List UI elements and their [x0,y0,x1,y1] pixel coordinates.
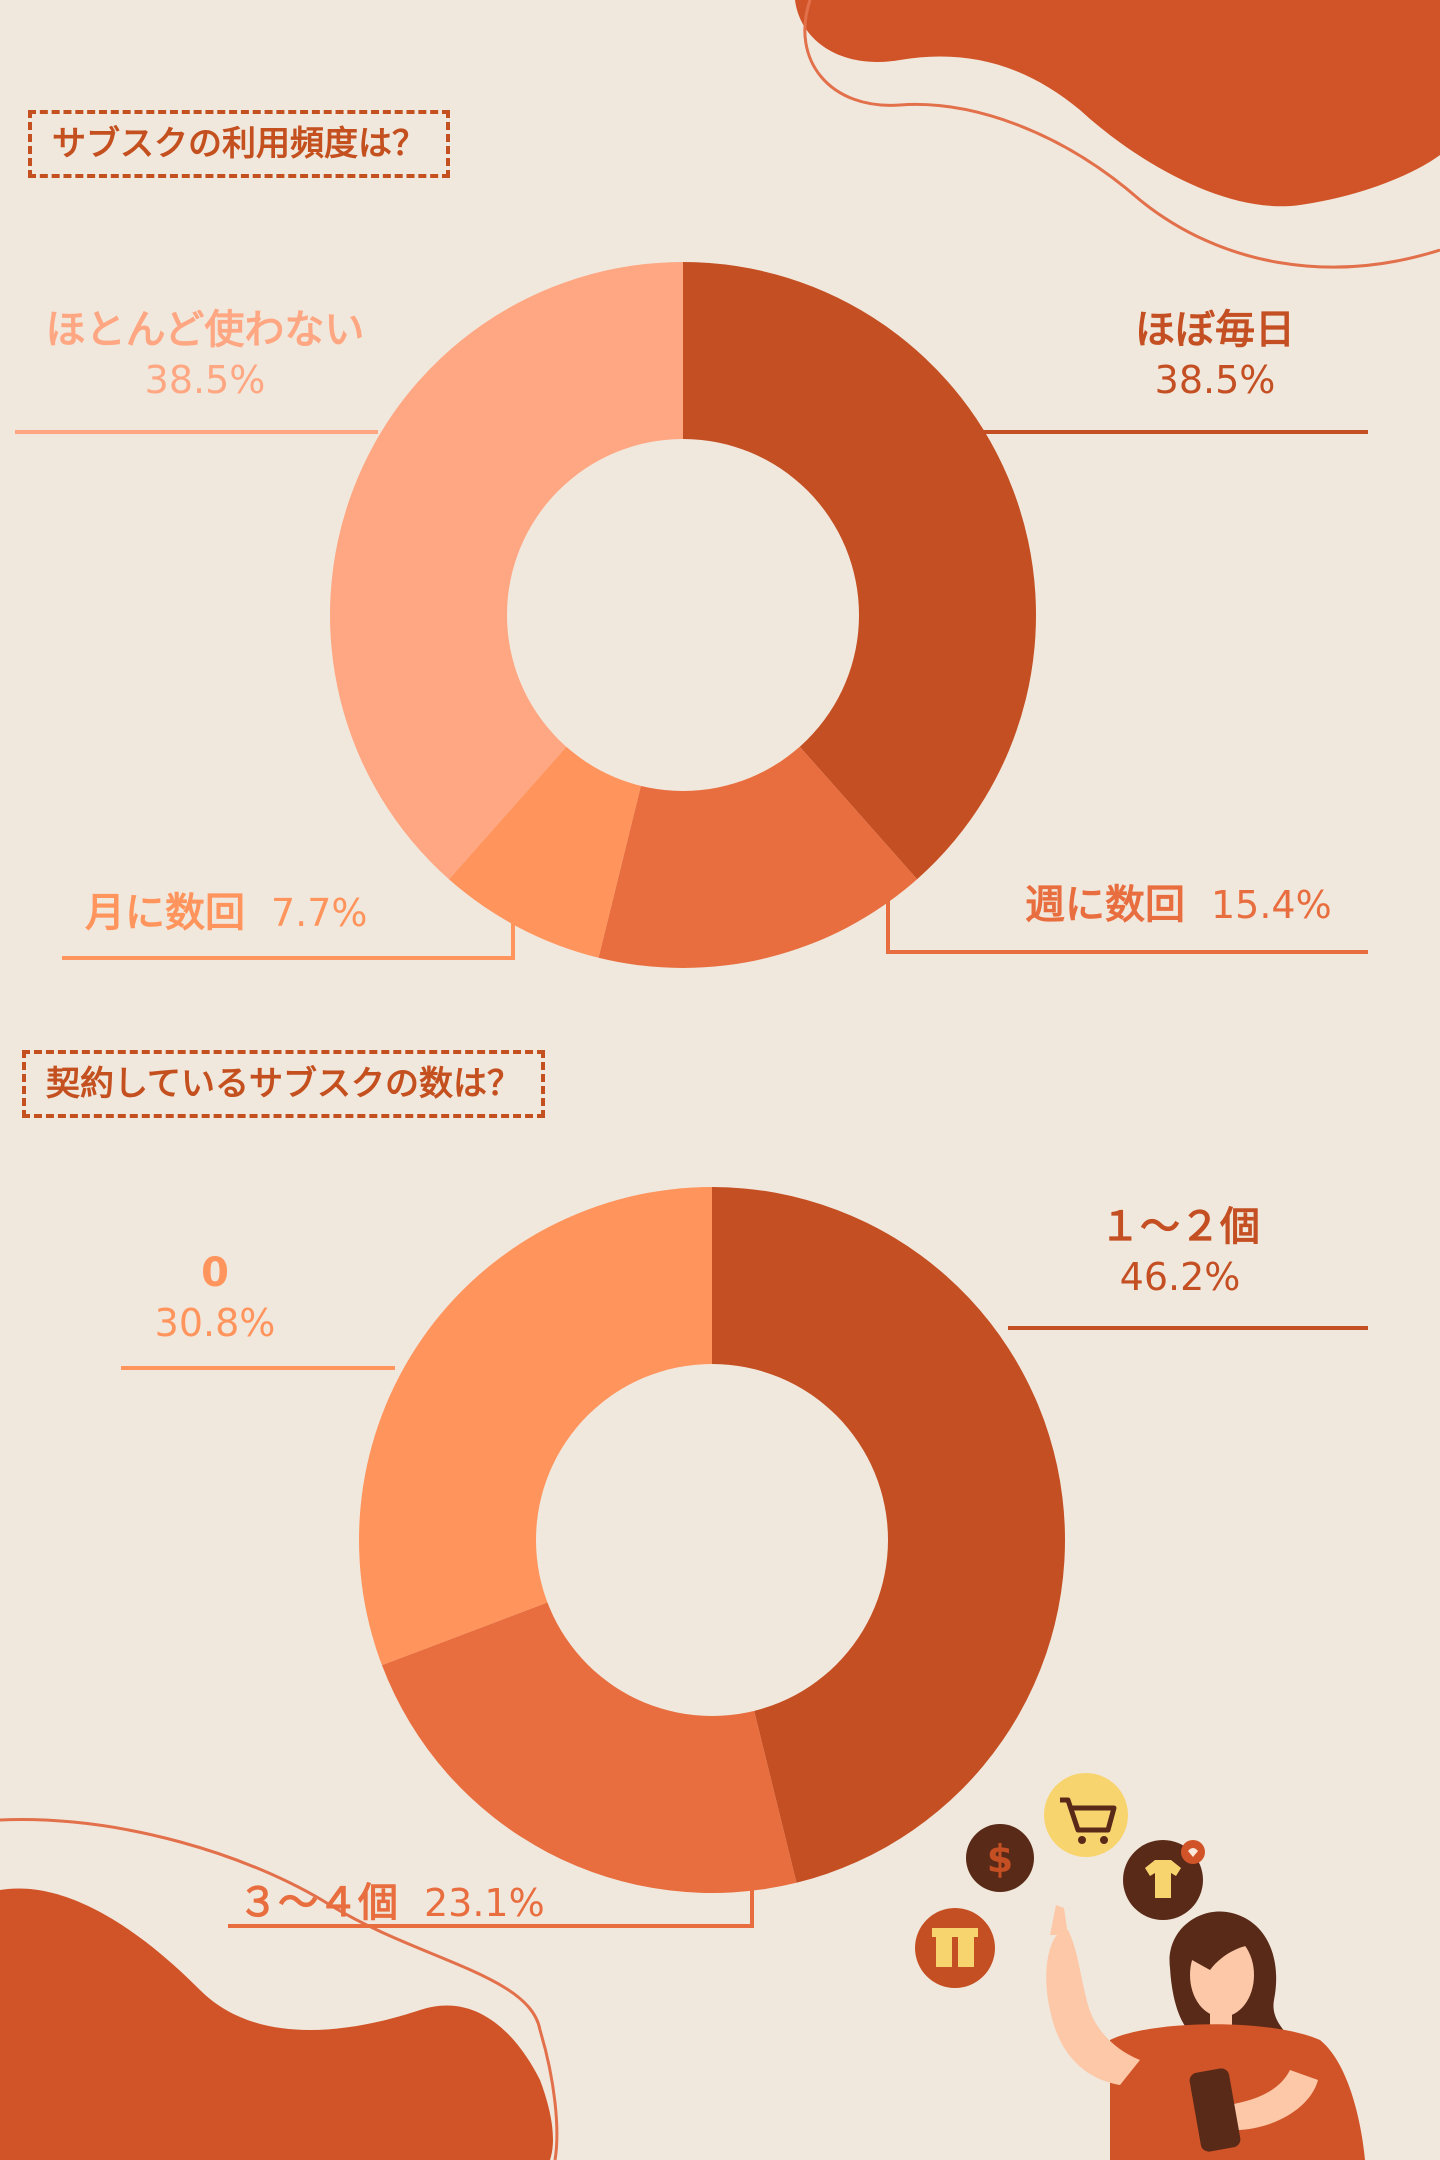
label-daily: ほぼ毎日 38.5% [1065,305,1365,405]
label-weekly-pct: 15.4% [1211,883,1332,927]
illustration: $ [915,1773,1365,2160]
svg-text:$: $ [987,1837,1013,1881]
label-weekly-name: 週に数回 [1025,882,1185,928]
label-3-4-name: ３～４個 [238,1880,398,1926]
gift-icon [915,1908,995,1988]
label-monthly-pct: 7.7% [271,891,368,935]
label-monthly: 月に数回 7.7% [85,888,368,938]
label-rarely: ほとんど使わない 38.5% [20,305,390,405]
label-daily-name: ほぼ毎日 [1135,307,1295,353]
donut-hole [536,1364,888,1716]
label-1-2-name: １～２個 [1100,1204,1260,1250]
shopping-cart-icon [1044,1773,1128,1857]
label-1-2: １～２個 46.2% [1055,1202,1305,1302]
bottom-left-blob [0,1888,553,2160]
dollar-coin-icon: $ [966,1824,1034,1892]
label-rarely-name: ほとんど使わない [45,307,365,353]
label-zero-pct: 30.8% [154,1301,276,1345]
donut-hole [507,439,859,791]
label-3-4: ３～４個 23.1% [238,1878,545,1928]
label-1-2-pct: 46.2% [1119,1255,1241,1299]
label-daily-pct: 38.5% [1154,358,1276,402]
label-rarely-pct: 38.5% [144,358,266,402]
person-illustration [1046,1905,1365,2160]
donut-slice-3 [330,262,683,880]
label-3-4-pct: 23.1% [424,1881,545,1925]
leader-line-weekly [886,882,1368,954]
leader-line-monthly [62,918,515,960]
bottom-left-curve-line [0,1818,559,2160]
top-right-curve-line [803,0,1440,269]
leader-line-3-4 [228,1868,754,1928]
subscription-count-donut-chart [359,1187,1065,1893]
tshirt-heart-icon [1123,1840,1205,1920]
usage-frequency-donut-chart [330,262,1036,968]
label-monthly-name: 月に数回 [85,890,245,936]
section-title-count: 契約しているサブスクの数は？ [22,1050,545,1118]
donut-slice-0 [712,1187,1065,1883]
label-zero: 0 30.8% [115,1248,315,1348]
label-weekly: 週に数回 15.4% [1025,880,1332,930]
label-zero-name: 0 [201,1250,229,1296]
donut-slice-0 [683,262,1036,880]
top-right-blob [795,0,1440,207]
section-title-usage: サブスクの利用頻度は？ [28,110,450,178]
